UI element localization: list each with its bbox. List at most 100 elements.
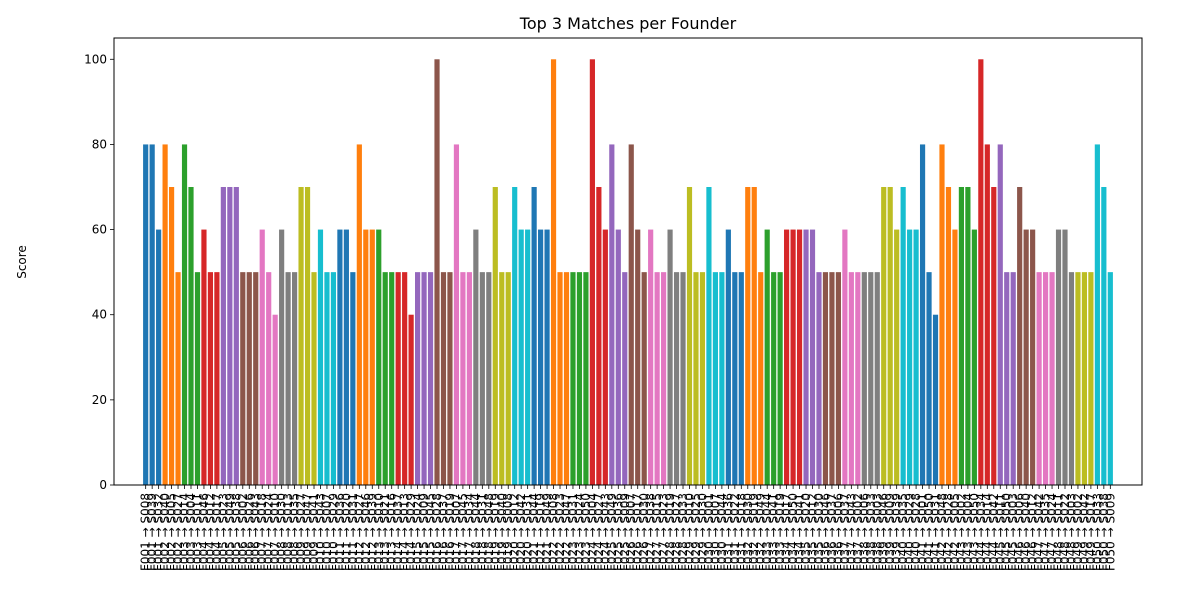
bar	[350, 272, 356, 485]
x-tick-label: F042 → S028	[941, 493, 955, 571]
x-tick-label: F002 → S005	[165, 493, 179, 571]
x-tick-label: F040 → S035	[896, 493, 910, 571]
bar	[1017, 187, 1023, 485]
bar	[693, 272, 699, 485]
x-tick-label: F042 → S005	[948, 493, 962, 571]
x-tick-label: F002 → S040	[158, 493, 172, 571]
bar	[279, 229, 285, 485]
bar	[1055, 229, 1062, 485]
bar	[298, 187, 304, 485]
x-tick-label: F002 → S027	[171, 493, 185, 571]
bar	[764, 229, 770, 485]
bar	[809, 229, 816, 485]
bar	[984, 144, 990, 485]
x-tick-label: F016 → S019	[443, 493, 457, 571]
bar	[958, 187, 964, 485]
x-tick-label: F021 → S049	[540, 493, 554, 571]
bar	[725, 229, 731, 485]
x-tick-label: F031 → S036	[721, 493, 735, 571]
bar	[570, 272, 576, 485]
x-tick-label: F050 → S009	[1103, 493, 1117, 571]
bar	[363, 229, 369, 485]
bar	[207, 272, 214, 485]
x-tick-label: F033 → S019	[773, 493, 787, 571]
chart-title: Top 3 Matches per Founder	[519, 14, 737, 33]
bar	[149, 144, 155, 485]
x-tick-label: F018 → S044	[469, 493, 483, 571]
bar	[686, 187, 693, 485]
bar	[194, 272, 201, 485]
bar	[661, 272, 667, 485]
bar	[699, 272, 706, 485]
bar	[997, 144, 1003, 485]
x-tick-label: F015 → S024	[411, 493, 425, 571]
bar	[304, 187, 311, 485]
bar	[525, 229, 531, 485]
x-tick-label: F024 → S027	[592, 493, 606, 571]
bar	[803, 229, 809, 485]
x-tick-label: F008 → S013	[281, 493, 295, 571]
x-tick-label: F023 → S050	[579, 493, 593, 571]
x-tick-label: F047 → S035	[1039, 493, 1053, 571]
x-tick-label: F014 → S029	[404, 493, 418, 571]
x-tick-label: F017 → S045	[456, 493, 470, 571]
x-tick-label: F031 → S022	[728, 493, 742, 571]
x-tick-label: F011 → S020	[339, 493, 353, 571]
bar	[162, 144, 168, 485]
bar	[434, 59, 440, 485]
x-tick-label: F033 → S044	[760, 493, 774, 571]
x-tick-label: F011 → S036	[333, 493, 347, 571]
bar	[557, 272, 563, 485]
x-tick-label: F014 → S037	[391, 493, 405, 571]
y-tick-label: 80	[92, 137, 107, 151]
x-tick-label: F028 → S019	[663, 493, 677, 571]
x-tick-label: F025 → S036	[611, 493, 625, 571]
bar	[343, 229, 349, 485]
bar	[1062, 229, 1068, 485]
x-tick-label: F022 → S047	[560, 493, 574, 571]
bar	[369, 229, 375, 485]
bar	[440, 272, 447, 485]
x-tick-label: F035 → S020	[799, 493, 813, 571]
x-tick-label: F018 → S031	[475, 493, 489, 571]
bar	[576, 272, 583, 485]
x-tick-label: F028 → S027	[670, 493, 684, 571]
bar	[589, 59, 595, 485]
bar	[220, 187, 226, 485]
bar	[421, 272, 427, 485]
x-tick-label: F015 → S009	[417, 493, 431, 571]
x-tick-label: F001 → S032	[152, 493, 166, 571]
x-tick-label: F027 → S038	[644, 493, 658, 571]
x-tick-label: F024 → S004	[585, 493, 599, 571]
x-tick-label: F048 → S022	[1058, 493, 1072, 571]
x-tick-label: F037 → S037	[838, 493, 852, 571]
bar	[784, 229, 790, 485]
x-tick-label: F044 → S014	[980, 493, 994, 571]
x-tick-label: F010 → S043	[313, 493, 327, 571]
x-tick-label: F039 → S039	[890, 493, 904, 571]
x-tick-label: F012 → S046	[359, 493, 373, 571]
x-tick-label: F045 → S011	[993, 493, 1007, 571]
bar	[609, 144, 615, 485]
x-tick-label: F049 → S042	[1077, 493, 1091, 571]
x-tick-label: F019 → S008	[501, 493, 515, 571]
bar	[848, 272, 854, 485]
x-tick-label: F028 → S033	[676, 493, 690, 571]
bar	[894, 229, 900, 485]
x-tick-label: F009 → S047	[301, 493, 315, 571]
bar	[771, 272, 777, 485]
bar	[460, 272, 466, 485]
x-tick-label: F007 → S010	[268, 493, 282, 571]
x-tick-label: F034 → S041	[793, 493, 807, 571]
x-tick-label: F021 → S044	[527, 493, 541, 571]
bar	[1068, 272, 1075, 485]
x-tick-label: F004 → S046	[197, 493, 211, 571]
x-tick-label: F047 → S042	[1032, 493, 1046, 571]
x-tick-label: F048 → S011	[1052, 493, 1066, 571]
x-tick-label: F026 → S007	[624, 493, 638, 571]
bar	[615, 229, 621, 485]
x-tick-label: F001 → S008	[139, 493, 153, 571]
bar	[952, 229, 958, 485]
bar	[389, 272, 395, 485]
x-tick-label: F045 → S003	[1006, 493, 1020, 571]
